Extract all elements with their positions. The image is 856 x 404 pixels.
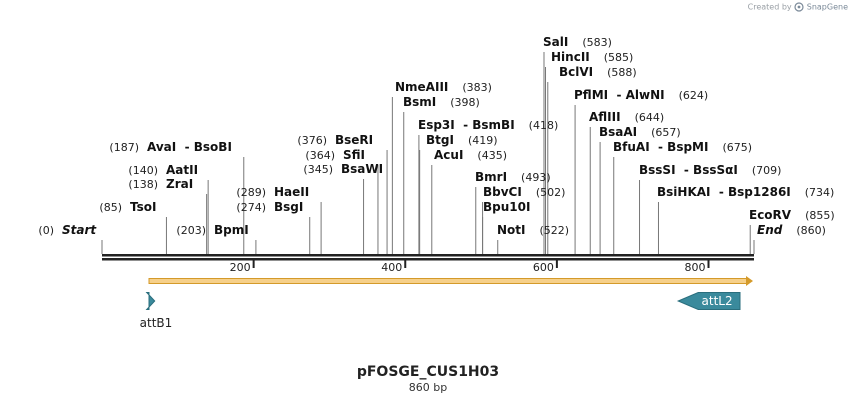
site-position-pflmi-alwni: (624) [679,89,709,102]
feature-attl2[interactable] [676,292,741,310]
site-position-avai-bsobi: (187) [109,141,139,154]
axis-tick-label-400: 400 [381,261,402,274]
site-label-nmeaiii: NmeAIII [395,80,448,94]
site-label-bpu10i: Bpu10I [483,200,530,214]
site-label-pflmi-alwni: PflMI - AlwNI [574,88,665,102]
site-position-sfii: (364) [305,149,335,162]
site-label-haeii: HaeII [274,185,309,199]
site-label-bclvi: BclVI [559,65,593,79]
site-position-haeii: (289) [236,186,266,199]
credit-brand: SnapGene [806,2,848,12]
site-position-acui: (435) [477,149,507,162]
site-position-bsgi: (274) [236,201,266,214]
site-label-sali: SalI [543,35,568,49]
site-position-bsssi-bsss-i: (709) [752,164,782,177]
axis-tick-label-800: 800 [685,261,706,274]
axis-tick-label-200: 200 [230,261,251,274]
site-label-bsmi: BsmI [403,95,436,109]
site-label-afliii: AflIII [589,110,621,124]
site-position-bsihkai-bsp1286i: (734) [805,186,835,199]
site-position-bclvi: (588) [607,66,637,79]
site-label-end: End [757,223,783,237]
site-position-bsaai: (657) [651,126,681,139]
site-position-bseri: (376) [297,134,327,147]
features: attB1 attL2 [140,292,741,330]
map-length: 860 bp [408,381,448,394]
credit-prefix: Created by [747,2,792,12]
site-label-bsgi: BsgI [274,200,303,214]
site-label-acui: AcuI [434,148,463,162]
snapgene-credit: Created by SnapGene [748,2,848,12]
site-label-bbvci: BbvCI [483,185,522,199]
site-label-bseri: BseRI [335,133,373,147]
axis-tick-label-600: 600 [533,261,554,274]
feature-label-attb1: attB1 [140,316,173,330]
site-label-ecorv: EcoRV [749,208,792,222]
site-label-sfii: SfiI [343,148,365,162]
site-position-hincii: (585) [604,51,634,64]
site-position-bmri: (493) [521,171,551,184]
site-labels: Start (0) TsoI (85) ZraI (138) AatII (140) AvaI … [38,35,834,237]
site-position-bsmi: (398) [450,96,480,109]
backbone-bottom-strand [102,258,754,261]
site-label-bsaai: BsaAI [599,125,637,139]
site-position-sali: (583) [582,36,612,49]
site-label-hincii: HincII [551,50,590,64]
sequence-backbone [102,254,754,261]
site-position-bsawi: (345) [303,163,333,176]
orf-layer [148,276,753,286]
site-label-bmri: BmrI [475,170,507,184]
site-label-avai-bsobi: AvaI - BsoBI [147,140,232,154]
axis-ticks: 200 400 600 800 [230,260,710,274]
site-label-btgi: BtgI [426,133,454,147]
site-label-bfuai-bspmi: BfuAI - BspMI [613,140,708,154]
orf-bar [148,278,749,284]
site-position-bbvci: (502) [536,186,566,199]
site-position-bpmi: (203) [176,224,206,237]
site-label-noti: NotI [497,223,526,237]
map-title: pFOSGE_CUS1H03 [356,364,500,380]
site-position-noti: (522) [540,224,570,237]
site-position-btgi: (419) [468,134,498,147]
site-label-bpmi: BpmI [214,223,249,237]
site-position-nmeaiii: (383) [462,81,492,94]
site-label-aatii: AatII [166,163,198,177]
site-label-tsoi: TsoI [130,200,156,214]
site-position-bfuai-bspmi: (675) [722,141,752,154]
site-label-bsawi: BsaWI [341,162,383,176]
site-position-start: (0) [38,224,54,237]
site-label-bsssi-bsss-i: BssSI - BssSαI [639,163,738,177]
backbone-top-strand [102,254,754,257]
site-label-start: Start [62,223,97,237]
site-position-end: (860) [796,224,826,237]
site-position-zrai: (138) [128,178,158,191]
feature-label-attl2: attL2 [702,294,733,308]
feature-attb1[interactable] [145,292,156,310]
site-position-esp3i-bsmbi: (418) [529,119,559,132]
site-leaders [101,52,755,254]
site-label-bsihkai-bsp1286i: BsiHKAI - Bsp1286I [657,185,791,199]
site-position-ecorv: (855) [805,209,835,222]
site-position-aatii: (140) [128,164,158,177]
site-position-tsoi: (85) [99,201,122,214]
site-label-esp3i-bsmbi: Esp3I - BsmBI [418,118,515,132]
snapgene-logo-icon [794,2,804,12]
site-position-afliii: (644) [635,111,665,124]
site-label-zrai: ZraI [166,177,193,191]
orf-arrowhead [746,276,753,286]
